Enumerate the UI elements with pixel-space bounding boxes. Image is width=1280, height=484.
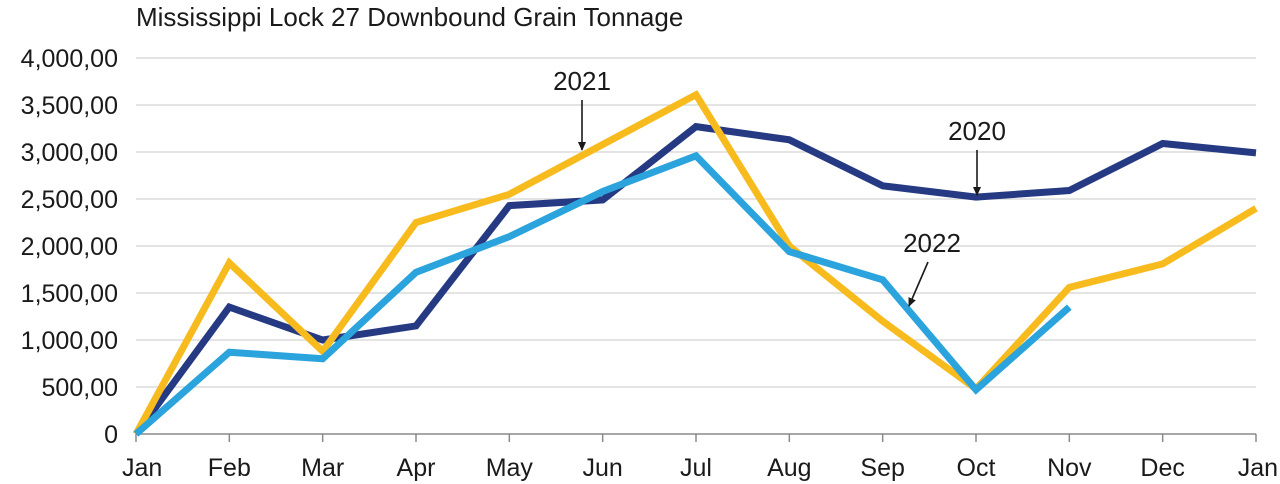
x-tick-label: May	[486, 454, 534, 482]
x-tick-label: Apr	[397, 454, 436, 482]
y-tick-label: 0	[104, 421, 118, 449]
y-tick-label: 1,500,00	[21, 280, 118, 308]
y-tick-label: 3,500,00	[21, 92, 118, 120]
annotation-label-2021: 2021	[553, 66, 611, 96]
y-tick-label: 4,000,00	[21, 45, 118, 73]
y-tick-label: 500,00	[42, 374, 118, 402]
y-tick-label: 2,500,00	[21, 186, 118, 214]
annotation-label-2022: 2022	[903, 228, 961, 258]
y-axis-ticks: 0 500,00 1,000,00 1,500,00 2,000,00 2,500,00 3…	[21, 45, 118, 449]
x-axis: Jan Feb Mar Apr May Jun Jul Aug Sep Oct Nov Dec Jan	[122, 433, 1278, 482]
x-tick-label: Jun	[583, 454, 623, 482]
x-tick-label: Jan	[1238, 454, 1278, 482]
series-line-2021	[132, 90, 1258, 436]
x-tick-label: Nov	[1047, 454, 1092, 482]
x-tick-label: Aug	[767, 454, 811, 482]
x-tick-label: Dec	[1140, 454, 1184, 482]
x-tick-label: Jul	[680, 454, 712, 482]
y-tick-label: 3,000,00	[21, 139, 118, 167]
x-tick-label: Sep	[860, 454, 904, 482]
annotation-label-2020: 2020	[948, 116, 1006, 146]
y-tick-label: 1,000,00	[21, 327, 118, 355]
series-lines	[132, 90, 1258, 437]
x-tick-label: Oct	[957, 454, 996, 482]
x-tick-label: Jan	[122, 454, 162, 482]
annotation-arrow-2022	[908, 261, 929, 307]
x-tick-label: Feb	[208, 454, 251, 482]
chart-title: Mississippi Lock 27 Downbound Grain Tonn…	[136, 2, 684, 32]
x-tick-label: Mar	[301, 454, 344, 482]
series-annotations: 2021 2020 2022	[553, 66, 1006, 307]
y-tick-label: 2,000,00	[21, 233, 118, 261]
